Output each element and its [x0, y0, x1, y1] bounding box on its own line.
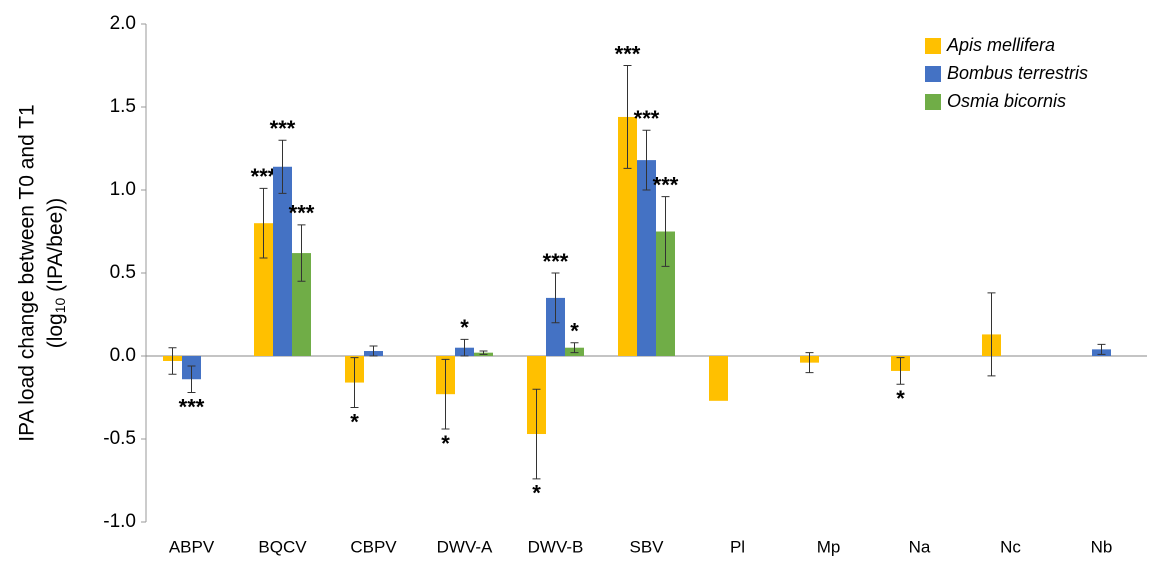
error-bar — [570, 342, 579, 354]
error-bar — [350, 357, 359, 408]
significance-label: *** — [179, 394, 205, 419]
error-bar — [896, 357, 905, 385]
significance-label: * — [350, 409, 359, 434]
significance-label: * — [532, 481, 541, 506]
error-bar — [532, 388, 541, 480]
significance-label: * — [460, 315, 469, 340]
y-tick-label: 0.5 — [110, 262, 136, 283]
bar — [273, 166, 292, 356]
bar — [254, 223, 273, 356]
significance-label: *** — [543, 249, 569, 274]
error-bar — [460, 338, 469, 357]
significance-label: *** — [653, 172, 679, 197]
x-tick-label: CBPV — [350, 537, 397, 556]
error-bar — [987, 292, 996, 377]
y-tick-label: 2.0 — [110, 13, 136, 34]
error-bar — [441, 358, 450, 430]
y-tick-label: -0.5 — [103, 428, 136, 449]
y-axis-title-units: (log10 (IPA/bee)) — [44, 198, 68, 349]
significance-label: * — [896, 386, 905, 411]
units-prefix: (log — [44, 313, 67, 348]
bar — [709, 356, 728, 401]
bar — [656, 231, 675, 356]
bar — [546, 297, 565, 356]
significance-label: *** — [634, 106, 660, 131]
x-tick-label: Mp — [817, 537, 841, 556]
error-bar — [642, 129, 651, 191]
x-tick-label: DWV-A — [437, 537, 493, 556]
x-tick-label: SBV — [629, 537, 664, 556]
x-tick-label: Nc — [1000, 537, 1021, 556]
legend-label: Bombus terrestris — [947, 63, 1088, 83]
units-sub: 10 — [52, 297, 68, 313]
y-tick-label: 1.0 — [110, 179, 136, 200]
error-bar — [661, 196, 670, 267]
error-bar — [259, 187, 268, 259]
x-tick-label: Nb — [1091, 537, 1113, 556]
error-bar — [623, 65, 632, 169]
significance-label: * — [570, 319, 579, 344]
error-bar — [1097, 343, 1106, 355]
error-bar — [805, 352, 814, 374]
x-tick-label: BQCV — [258, 537, 307, 556]
y-tick-label: 0.0 — [110, 345, 136, 366]
legend-label: Osmia bicornis — [947, 91, 1066, 111]
bar — [637, 160, 656, 356]
significance-label: *** — [251, 164, 277, 189]
legend-swatch — [925, 38, 941, 54]
bar — [292, 253, 311, 356]
significance-label: *** — [289, 201, 315, 226]
legend-label: Apis mellifera — [946, 35, 1055, 55]
x-tick-label: Pl — [730, 537, 745, 556]
units-suffix: (IPA/bee)) — [44, 198, 67, 298]
significance-label: *** — [270, 116, 296, 141]
y-tick-label: 1.5 — [110, 96, 136, 117]
y-axis-title: IPA load change between T0 and T1 — [16, 104, 39, 441]
error-bar — [369, 345, 378, 357]
error-bar — [168, 347, 177, 375]
error-bar — [278, 139, 287, 194]
x-tick-label: DWV-B — [528, 537, 584, 556]
y-tick-label: -1.0 — [103, 511, 136, 532]
significance-label: *** — [615, 41, 641, 66]
error-bar — [551, 272, 560, 324]
bar — [618, 116, 637, 357]
significance-label: * — [441, 431, 450, 456]
x-tick-label: ABPV — [169, 537, 215, 556]
error-bar — [187, 365, 196, 394]
error-bar — [479, 350, 488, 355]
error-bar — [297, 224, 306, 282]
legend-swatch — [925, 94, 941, 110]
x-tick-label: Na — [909, 537, 931, 556]
legend-swatch — [925, 66, 941, 82]
